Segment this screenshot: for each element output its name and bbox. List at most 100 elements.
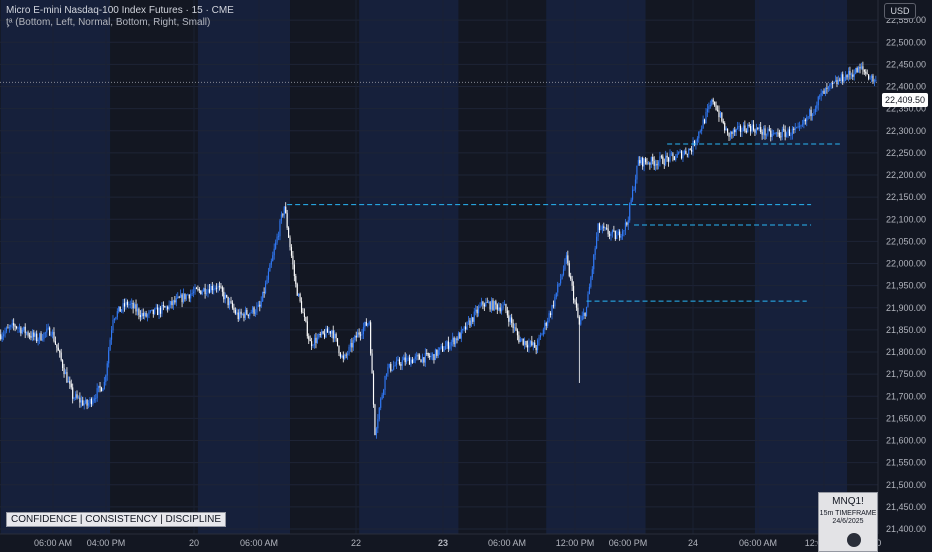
- y-tick-label: 22,000.00: [886, 259, 926, 269]
- candle-body: [64, 372, 67, 375]
- candle-body: [10, 325, 12, 328]
- candle-body: [283, 206, 285, 216]
- candle-body: [28, 335, 31, 337]
- candle-body: [472, 317, 474, 322]
- candle-body: [534, 342, 536, 348]
- candle-body: [476, 309, 478, 314]
- candle: [30, 331, 32, 341]
- candle-body: [784, 129, 786, 137]
- candle: [205, 289, 208, 296]
- candle: [775, 131, 778, 137]
- candle: [167, 305, 169, 313]
- x-tick-label: 23: [438, 538, 448, 548]
- candle: [67, 376, 69, 383]
- candle: [169, 300, 172, 309]
- candle-body: [128, 304, 130, 306]
- candle: [695, 139, 697, 150]
- candle: [230, 296, 232, 304]
- candle: [54, 336, 56, 346]
- candle-body: [429, 355, 431, 358]
- candle: [43, 332, 45, 342]
- candle-body: [630, 199, 632, 204]
- candle-body: [490, 300, 493, 310]
- candle: [184, 293, 186, 302]
- candle: [145, 310, 147, 318]
- candle-body: [158, 307, 160, 316]
- candle: [832, 80, 834, 89]
- candle: [83, 400, 85, 410]
- candle: [777, 128, 779, 137]
- candle-body: [614, 231, 616, 240]
- candle: [254, 309, 257, 317]
- candle-body: [870, 75, 873, 79]
- candle: [105, 374, 107, 386]
- candle-body: [850, 74, 852, 76]
- candle: [555, 292, 557, 300]
- currency-button[interactable]: USD: [884, 3, 916, 19]
- candle: [511, 313, 513, 328]
- candle: [619, 229, 621, 241]
- candle: [204, 283, 206, 299]
- candle-body: [303, 313, 305, 317]
- candle: [372, 370, 375, 408]
- candle-body: [145, 312, 147, 317]
- candle: [181, 293, 183, 308]
- candle-body: [66, 372, 68, 383]
- candle: [185, 294, 187, 301]
- candle: [447, 336, 449, 353]
- candle-body: [689, 149, 691, 150]
- candle: [214, 285, 216, 291]
- candle: [853, 69, 855, 81]
- candle-body: [875, 80, 877, 81]
- candle: [259, 300, 261, 312]
- candle-body: [691, 149, 693, 152]
- candle: [754, 128, 756, 137]
- candle: [680, 150, 683, 160]
- candle: [814, 105, 816, 115]
- candle-body: [591, 269, 593, 278]
- candle-body: [243, 314, 245, 318]
- candle: [532, 341, 534, 351]
- candle-body: [309, 339, 311, 342]
- candle: [200, 290, 202, 295]
- candle-body: [365, 321, 367, 326]
- candle: [23, 326, 25, 332]
- candle-body: [3, 334, 5, 337]
- candle: [741, 127, 743, 138]
- candle-body: [329, 331, 331, 334]
- candle-body: [525, 341, 527, 346]
- candle: [17, 326, 19, 333]
- candle-body: [224, 294, 226, 300]
- candle-body: [714, 101, 716, 106]
- candle-body: [200, 290, 202, 295]
- candle-body: [178, 296, 180, 298]
- candle: [476, 306, 478, 318]
- candle: [771, 129, 773, 141]
- candle-body: [836, 80, 838, 85]
- candle-body: [738, 125, 740, 127]
- candle-body: [678, 152, 680, 154]
- candle: [414, 353, 416, 364]
- candle: [390, 361, 392, 373]
- candle: [407, 355, 409, 361]
- candle-body: [798, 126, 801, 128]
- candle: [342, 351, 344, 363]
- candle: [213, 284, 215, 295]
- candle-body: [846, 75, 848, 78]
- candle-body: [312, 345, 314, 347]
- candle-body: [859, 67, 861, 69]
- y-tick-label: 22,400.00: [886, 82, 926, 92]
- candle-body: [531, 341, 533, 346]
- indicator-legend[interactable]: t᷊᷊᷊ᵃ (Bottom, Left, Normal, Bottom, Rig…: [6, 17, 211, 28]
- candle-body: [244, 310, 246, 318]
- candle-body: [516, 330, 519, 336]
- candle-body: [123, 303, 126, 307]
- candle: [401, 356, 403, 371]
- candle-body: [430, 355, 432, 358]
- candle: [781, 126, 783, 141]
- candle-body: [544, 322, 546, 330]
- candle-body: [59, 350, 61, 353]
- candle: [473, 307, 475, 327]
- candle: [728, 132, 730, 142]
